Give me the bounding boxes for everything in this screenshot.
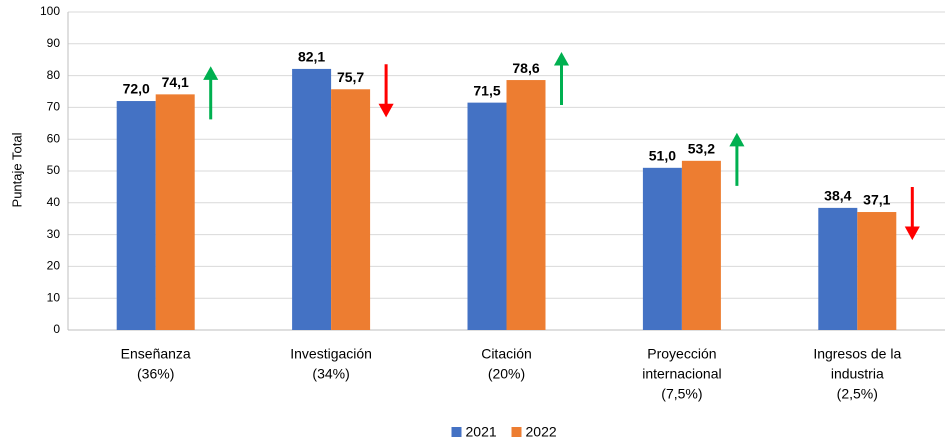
change-arrow <box>904 187 920 241</box>
x-tick-label: (2,5%) <box>837 386 878 402</box>
value-label: 72,0 <box>123 81 150 97</box>
x-tick-label: (34%) <box>312 366 349 382</box>
bar <box>331 89 371 330</box>
y-tick-label: 80 <box>47 68 61 82</box>
x-tick-label: industria <box>831 366 884 382</box>
change-arrow <box>378 64 394 118</box>
value-label: 37,1 <box>863 192 890 208</box>
y-tick-label: 10 <box>47 290 61 304</box>
x-tick-label: internacional <box>642 366 721 382</box>
bar <box>506 80 546 330</box>
value-label: 71,5 <box>473 82 500 98</box>
value-label: 53,2 <box>688 141 715 157</box>
x-tick-label: Ingresos de la <box>813 346 901 362</box>
x-tick-label: Enseñanza <box>121 346 191 362</box>
y-tick-label: 40 <box>47 195 61 209</box>
legend-swatch <box>511 427 522 437</box>
bar <box>818 207 858 330</box>
x-tick-label: (7,5%) <box>661 386 702 402</box>
legend-label: 2021 <box>466 424 497 440</box>
bar <box>467 102 507 330</box>
change-arrow <box>729 132 745 186</box>
value-label: 74,1 <box>162 74 189 90</box>
y-tick-label: 90 <box>47 36 61 50</box>
x-tick-label: (20%) <box>488 366 525 382</box>
value-label: 78,6 <box>512 60 539 76</box>
bar <box>116 101 156 330</box>
x-tick-label: (36%) <box>137 366 174 382</box>
x-tick-label: Investigación <box>290 346 372 362</box>
bar <box>642 167 682 330</box>
value-label: 38,4 <box>824 188 851 204</box>
y-tick-label: 60 <box>47 131 61 145</box>
bar <box>155 94 195 330</box>
x-tick-label: Proyección <box>647 346 716 362</box>
y-tick-label: 0 <box>53 322 60 336</box>
bar <box>292 68 332 330</box>
legend-swatch <box>451 427 462 437</box>
value-label: 75,7 <box>337 69 364 85</box>
y-tick-label: 20 <box>47 259 61 273</box>
legend-label: 2022 <box>526 424 557 440</box>
change-arrow <box>553 51 570 106</box>
bar <box>857 212 897 330</box>
y-tick-label: 100 <box>40 4 60 18</box>
change-arrow <box>203 66 219 120</box>
y-tick-label: 30 <box>47 227 61 241</box>
value-label: 51,0 <box>649 148 676 164</box>
value-label: 82,1 <box>298 49 325 65</box>
x-tick-label: Citación <box>481 346 532 362</box>
bar <box>681 160 721 330</box>
y-tick-label: 70 <box>47 100 61 114</box>
y-axis-label: Puntaje Total <box>9 132 24 207</box>
y-tick-label: 50 <box>47 163 61 177</box>
